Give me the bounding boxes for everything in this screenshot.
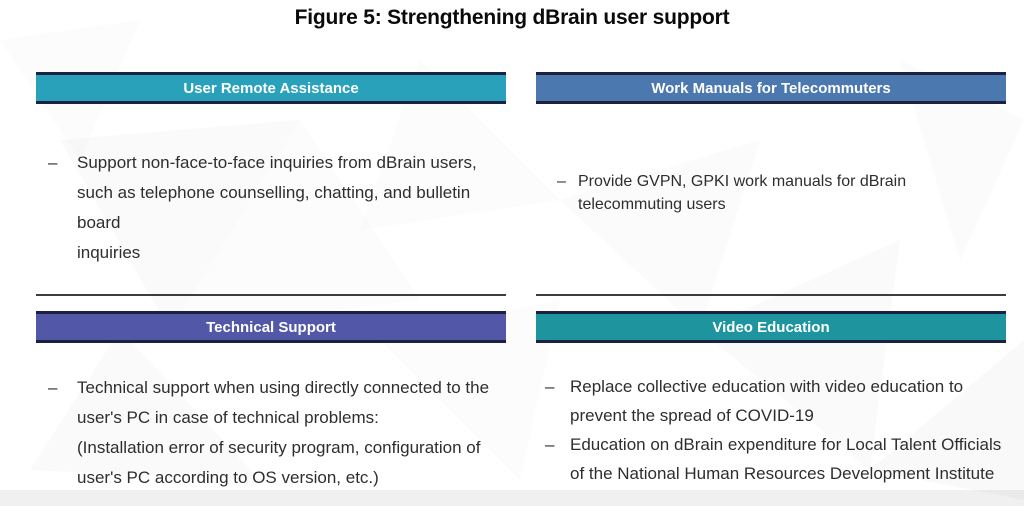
panel-body-user-remote-assistance: – Support non-face-to-face inquiries fro… — [36, 148, 516, 268]
panel-header-technical-support: Technical Support — [36, 311, 506, 343]
bullet-dash-marker: – — [545, 435, 555, 454]
bullet-text: Education on dBrain expenditure for Loca… — [570, 435, 1002, 483]
bullet-text: Replace collective education with video … — [570, 377, 964, 425]
bullet-dash-marker: – — [48, 378, 58, 397]
bullet-item: – Education on dBrain expenditure for Lo… — [536, 430, 1016, 488]
bullet-item: – Provide GVPN, GPKI work manuals for dB… — [536, 170, 1016, 216]
panel-header-label: User Remote Assistance — [183, 79, 359, 97]
panel-header-label: Technical Support — [206, 318, 336, 336]
bullet-text: Support non-face-to-face inquiries from … — [77, 153, 477, 262]
panel-body-work-manuals: – Provide GVPN, GPKI work manuals for dB… — [536, 170, 1016, 216]
bullet-item: – Technical support when using directly … — [36, 373, 516, 493]
panel-header-user-remote-assistance: User Remote Assistance — [36, 72, 506, 104]
panel-body-video-education: – Replace collective education with vide… — [536, 372, 1016, 488]
panel-header-label: Work Manuals for Telecommuters — [651, 79, 891, 97]
bullet-text: Technical support when using directly co… — [77, 378, 490, 487]
bullet-dash-marker: – — [557, 173, 566, 190]
right-column: Work Manuals for Telecommuters – Provide… — [536, 0, 1006, 506]
section-divider-right — [536, 294, 1006, 296]
panel-header-label: Video Education — [712, 318, 830, 336]
panel-header-work-manuals: Work Manuals for Telecommuters — [536, 72, 1006, 104]
left-column: User Remote Assistance – Support non-fac… — [36, 0, 506, 506]
panel-header-video-education: Video Education — [536, 311, 1006, 343]
bullet-item: – Support non-face-to-face inquiries fro… — [36, 148, 516, 268]
bullet-dash-marker: – — [545, 377, 555, 396]
panel-body-technical-support: – Technical support when using directly … — [36, 373, 516, 493]
bullet-text: Provide GVPN, GPKI work manuals for dBra… — [578, 173, 907, 213]
bullet-dash-marker: – — [48, 153, 58, 172]
section-divider-left — [36, 294, 506, 296]
bullet-item: – Replace collective education with vide… — [536, 372, 1016, 430]
figure-title: Figure 5: Strengthening dBrain user supp… — [294, 6, 730, 29]
